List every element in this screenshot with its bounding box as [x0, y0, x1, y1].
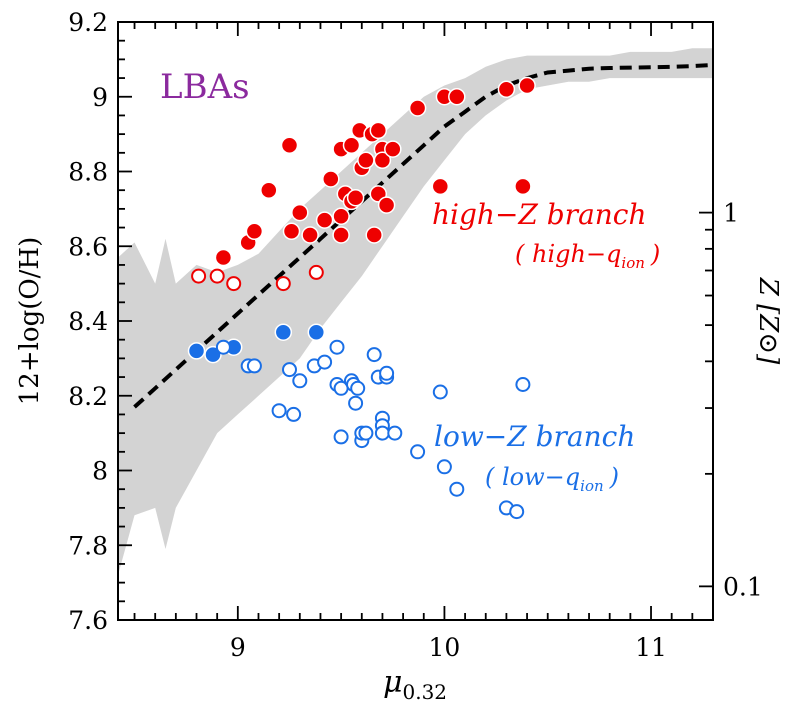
- data-point-blue-filled: [187, 342, 206, 360]
- data-point-red-filled: [322, 170, 340, 188]
- data-point-red-filled: [514, 177, 532, 196]
- data-point-red-filled: [332, 226, 350, 244]
- data-point-red-open: [226, 276, 242, 292]
- data-point-blue-open: [292, 373, 308, 389]
- data-point-blue-open: [358, 425, 374, 441]
- series-blue-open: [215, 339, 531, 520]
- data-point-red-open: [191, 268, 207, 284]
- data-point-blue-open: [515, 377, 531, 392]
- data-point-red-filled: [365, 226, 383, 244]
- y2-axis-title: Z [Z⊙]: [753, 277, 783, 365]
- high-sub-close: ): [650, 240, 660, 268]
- low-sub-close: ): [609, 463, 619, 491]
- lbas-label: LBAs: [160, 67, 250, 107]
- series-red-open: [191, 264, 324, 292]
- data-point-blue-open: [333, 429, 349, 445]
- data-point-red-filled: [373, 151, 392, 170]
- y-tick-label: 7.8: [68, 531, 108, 560]
- data-point-blue-open: [329, 339, 345, 355]
- data-point-red-filled: [282, 222, 301, 241]
- data-point-red-filled: [369, 121, 388, 140]
- y-tick-label: 8.2: [68, 382, 108, 411]
- x-tick-label: 11: [635, 633, 667, 662]
- data-point-red-filled: [377, 196, 396, 214]
- data-point-blue-open: [432, 384, 448, 400]
- data-point-red-filled: [346, 188, 365, 207]
- data-point-blue-open: [374, 425, 390, 441]
- model-curve: [133, 63, 713, 409]
- high-branch-sublabel: ( high−qion): [515, 240, 660, 272]
- low-sub-index: ion: [580, 477, 604, 495]
- data-point-blue-open: [509, 504, 525, 520]
- high-sub-index: ion: [621, 254, 645, 272]
- model-band-layer: [118, 48, 713, 576]
- data-point-red-filled: [280, 136, 299, 155]
- data-point-red-filled: [214, 248, 233, 267]
- data-point-blue-open: [449, 481, 465, 497]
- data-point-blue-open: [215, 339, 231, 355]
- data-point-red-filled: [245, 222, 264, 241]
- series-red-filled: [214, 76, 536, 267]
- y-tick-label: 9.2: [68, 8, 108, 37]
- data-point-blue-filled: [307, 323, 326, 341]
- x-tick-label: 9: [230, 633, 246, 662]
- low-sub-text: ( low−q: [485, 463, 580, 491]
- x-axis-title-main: μ: [383, 665, 403, 700]
- y-tick-label: 8.6: [68, 232, 108, 261]
- data-point-red-filled: [260, 181, 278, 199]
- x-axis-title: μ0.32: [383, 665, 447, 704]
- x-tick-label: 10: [429, 633, 461, 662]
- data-point-red-open: [275, 276, 291, 292]
- data-point-blue-open: [436, 459, 452, 475]
- data-point-red-filled: [301, 226, 319, 244]
- data-point-blue-open: [348, 395, 364, 411]
- data-point-red-filled: [448, 87, 466, 106]
- data-point-red-filled: [431, 177, 450, 196]
- y-tick-label: 8: [92, 457, 108, 486]
- data-point-red-filled: [408, 99, 427, 117]
- high-sub-text: ( high−q: [515, 240, 621, 268]
- data-point-red-filled: [315, 211, 334, 229]
- data-point-blue-open: [379, 365, 395, 381]
- y-tick-label: 9: [92, 83, 108, 112]
- model-uncertainty-band: [118, 48, 713, 576]
- data-point-blue-open: [350, 380, 366, 396]
- y-tick-label: 7.6: [68, 606, 108, 635]
- data-point-blue-open: [271, 403, 287, 419]
- model-curve-layer: [133, 63, 713, 409]
- x-axis-title-sub: 0.32: [403, 680, 448, 704]
- data-point-red-filled: [291, 203, 309, 222]
- data-point-blue-open: [387, 425, 403, 441]
- data-point-red-filled: [384, 140, 402, 158]
- data-point-red-open: [308, 264, 324, 280]
- data-point-blue-filled: [274, 323, 293, 341]
- high-branch-label: high−Z branch: [432, 198, 647, 231]
- data-point-red-filled: [497, 80, 516, 99]
- data-point-blue-open: [282, 362, 297, 378]
- data-point-blue-open: [410, 444, 426, 460]
- axes-layer: 9 10 11 7.6 7.8 8 8.2 8.4 8.6 8.8 9 9.2 0.1 1: [68, 8, 763, 662]
- y-tick-label: 8.4: [68, 307, 108, 336]
- data-point-blue-open: [286, 406, 302, 422]
- low-branch-sublabel: ( low−qion): [485, 463, 619, 495]
- y-axis-title: 12+log(O/H): [15, 237, 45, 406]
- y-tick-label: 8.8: [68, 158, 108, 187]
- data-point-red-filled: [332, 207, 350, 226]
- data-point-blue-open: [246, 358, 262, 374]
- data-point-red-filled: [342, 136, 361, 155]
- data-point-red-open: [209, 268, 225, 284]
- data-point-red-filled: [357, 151, 375, 170]
- data-point-blue-open: [366, 347, 382, 363]
- data-points-layer: [187, 76, 536, 520]
- y2-tick-label: 0.1: [723, 572, 763, 601]
- low-branch-label: low−Z branch: [434, 420, 635, 453]
- data-point-blue-open: [317, 354, 333, 370]
- data-point-red-filled: [518, 76, 536, 95]
- y2-tick-label: 1: [723, 199, 739, 228]
